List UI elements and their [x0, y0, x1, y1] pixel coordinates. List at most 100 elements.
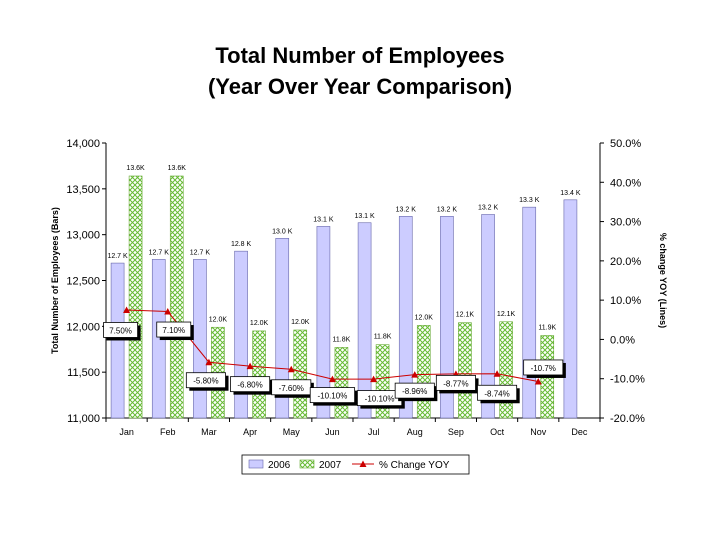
pct-change-label: 7.50% [103, 322, 141, 341]
y2-axis-title: % change YOY (Lines) [658, 233, 668, 328]
pct-label-text: -8.96% [402, 387, 427, 396]
bar-label-2006: 13.3 K [519, 197, 540, 204]
bar-label-2006: 13.4 K [560, 190, 581, 197]
pct-change-marker [164, 308, 172, 315]
pct-label-text: -6.80% [237, 381, 262, 390]
y2-tick-label: 30.0% [610, 217, 641, 229]
bar-2006 [316, 226, 331, 419]
bar-label-2006: 12.7 K [190, 249, 211, 256]
bar-2006 [398, 216, 413, 419]
pct-change-marker [534, 377, 542, 385]
pct-change-label: 7.10% [156, 321, 194, 341]
bar-label-2006: 13.1 K [354, 213, 375, 220]
y-axis-title: Total Number of Employees (Bars) [50, 207, 60, 354]
legend-label-2006: 2006 [268, 460, 291, 471]
pct-label-box [156, 321, 192, 338]
bar-2007 [458, 322, 472, 419]
y2-tick-label: 10.0% [610, 295, 641, 307]
pct-label-box [103, 322, 138, 338]
pct-label-text: 7.10% [162, 326, 185, 335]
y-tick-label: 13,000 [66, 230, 100, 242]
bar-2006 [357, 222, 372, 419]
pct-change-label: -10.7% [523, 359, 566, 378]
pct-change-label: -8.74% [477, 384, 520, 404]
pct-change-line [126, 309, 539, 382]
bar-label-2007: 12.0K [415, 314, 434, 321]
x-tick-label: Jun [325, 427, 340, 437]
y2-tick-label: 50.0% [610, 138, 641, 150]
y-tick-label: 11,000 [67, 413, 100, 425]
bar-label-2007: 12.0K [209, 316, 228, 323]
pct-change-marker [493, 370, 501, 377]
pct-label-box [230, 376, 271, 393]
bar-label-2006: 12.8 K [231, 241, 252, 248]
bar-label-2006: 13.2 K [478, 205, 499, 212]
pct-change-marker [328, 375, 336, 383]
pct-change-marker [287, 365, 295, 373]
y-tick-label: 14,000 [66, 138, 100, 150]
pct-label-box [309, 387, 356, 404]
bar-2007 [252, 330, 266, 419]
bar-2007 [416, 325, 431, 419]
pct-change-label: -8.77% [435, 374, 479, 394]
pct-label-box [477, 384, 518, 401]
bar-2007 [293, 329, 308, 419]
bar-label-2007: 11.9K [538, 325, 556, 332]
y2-tick-label: 0.0% [610, 334, 635, 346]
x-tick-label: Oct [490, 427, 505, 437]
y-tick-label: 11,500 [67, 367, 100, 379]
pct-change-label: -7.60% [271, 379, 314, 398]
pct-label-text: -5.80% [193, 377, 218, 386]
pct-label-text: -10.10% [365, 395, 395, 404]
pct-label-text: -8.74% [484, 389, 509, 398]
x-tick-label: May [283, 427, 301, 437]
bar-label-2006: 12.7 K [149, 249, 170, 256]
legend-swatch-2007 [299, 459, 315, 469]
pct-label-box [523, 359, 564, 376]
pct-change-label: -10.10% [309, 387, 358, 406]
x-tick-label: Apr [243, 427, 257, 437]
x-tick-label: Jul [368, 427, 380, 437]
x-tick-label: Aug [407, 427, 423, 437]
pct-label-box [435, 374, 476, 391]
x-tick-label: Mar [201, 427, 217, 437]
pct-change-label: -5.80% [185, 372, 229, 391]
bar-2006 [193, 259, 207, 419]
pct-change-marker [246, 362, 254, 370]
bar-2006 [440, 216, 454, 419]
pct-label-text: -10.10% [318, 392, 348, 401]
x-tick-label: Jan [119, 427, 134, 437]
bar-label-2006: 13.0 K [272, 228, 293, 235]
legend-swatch-pct-marker [359, 460, 367, 467]
bar-2007 [169, 175, 184, 419]
bar-2007 [128, 175, 143, 419]
pct-change-marker [370, 375, 378, 383]
legend-label-2007: 2007 [319, 460, 342, 471]
pct-change-marker [205, 358, 213, 366]
y-tick-label: 12,500 [66, 276, 100, 288]
chart-title-line-1: Total Number of Employees [215, 43, 505, 68]
legend-label-pct: % Change YOY [379, 460, 450, 471]
bar-2007 [334, 347, 349, 419]
x-tick-label: Sep [448, 427, 464, 437]
pct-change-label: -6.80% [230, 376, 273, 395]
y2-tick-label: -20.0% [610, 413, 645, 425]
bar-label-2007: 12.0K [250, 320, 269, 327]
y-tick-label: 12,000 [66, 321, 100, 333]
bar-label-2007: 11.8K [374, 334, 392, 341]
pct-label-text: -7.60% [279, 384, 304, 393]
y2-tick-label: -10.0% [610, 374, 645, 386]
bar-label-2006: 13.1 K [313, 216, 334, 223]
chart-title-line-2: (Year Over Year Comparison) [207, 74, 513, 99]
pct-change-label: -10.10% [356, 390, 405, 409]
bar-label-2007: 12.1K [456, 312, 475, 319]
bar-label-2006: 13.2 K [396, 206, 417, 213]
pct-change-marker [411, 371, 419, 378]
bar-2006 [563, 199, 578, 419]
pct-label-text: -10.7% [531, 364, 556, 373]
bar-label-2007: 13.6K [126, 165, 145, 172]
pct-label-box [185, 372, 226, 389]
bar-2007 [499, 321, 513, 419]
pct-label-text: 7.50% [109, 326, 132, 335]
